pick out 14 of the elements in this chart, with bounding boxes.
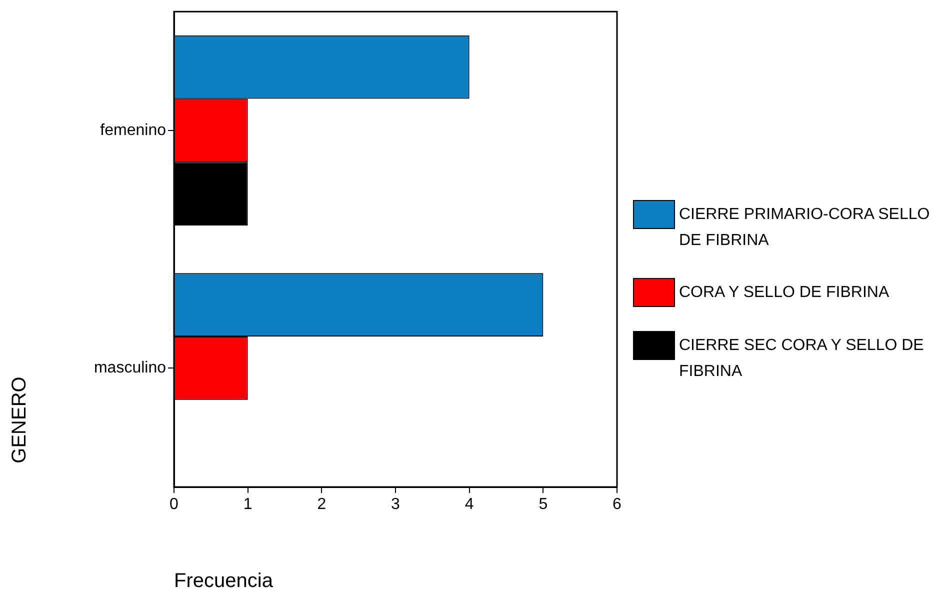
legend-label: CIERRE PRIMARIO-CORA SELLO DE FIBRINA: [679, 205, 931, 251]
x-tick-label: 1: [243, 496, 252, 514]
legend-label: CORA Y SELLO DE FIBRINA: [679, 283, 890, 303]
y-axis-title: GENERO: [8, 376, 32, 464]
legend-label: CIERRE SEC CORA Y SELLO DE FIBRINA: [679, 336, 925, 382]
y-tick-label: femenino: [100, 122, 166, 139]
x-tick-label: 3: [391, 496, 400, 514]
x-tick-label: 2: [317, 496, 326, 514]
x-axis-title: Frecuencia: [174, 570, 273, 593]
x-tick-label: 0: [170, 496, 179, 514]
y-tick-label: masculino: [94, 360, 166, 377]
x-tick-label: 6: [612, 496, 622, 514]
x-tick-label: 4: [464, 496, 474, 514]
x-tick-label: 5: [538, 496, 548, 514]
